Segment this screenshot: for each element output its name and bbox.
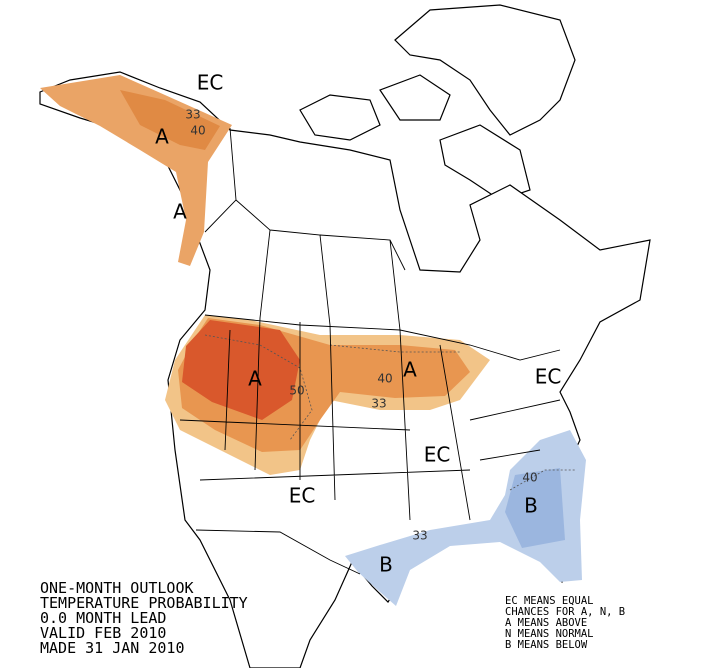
title-line: 0.0 MONTH LEAD xyxy=(40,609,166,627)
key-line: N MEANS NORMAL xyxy=(505,628,594,640)
baffin-island xyxy=(439,124,531,201)
contour-label: 40 xyxy=(377,372,392,386)
region-label: A xyxy=(403,358,417,382)
title-line: MADE 31 JAN 2010 xyxy=(40,639,185,657)
title-block: ONE-MONTH OUTLOOK TEMPERATURE PROBABILIT… xyxy=(40,579,248,657)
arctic-island xyxy=(379,74,451,121)
title-line: VALID FEB 2010 xyxy=(40,624,166,642)
region-label: B xyxy=(379,553,393,577)
contour-line xyxy=(509,469,575,491)
key-line: EC MEANS EQUAL xyxy=(505,595,594,607)
contour-line xyxy=(204,334,313,441)
region-label: EC xyxy=(424,443,451,467)
contour-label: 50 xyxy=(289,384,304,398)
us-mexico-border xyxy=(195,529,361,575)
region-label: A xyxy=(173,200,187,224)
title-line: ONE-MONTH OUTLOOK xyxy=(40,579,194,597)
contour-label: 33 xyxy=(412,529,427,543)
contour-label: 40 xyxy=(190,124,205,138)
contour-label: 33 xyxy=(185,108,200,122)
state-border xyxy=(179,317,561,521)
key-line: B MEANS BELOW xyxy=(505,639,588,651)
key: EC MEANS EQUAL CHANCES FOR A, N, B A MEA… xyxy=(505,595,625,651)
region-label: A xyxy=(248,367,262,391)
region-label: EC xyxy=(535,365,562,389)
key-line: A MEANS ABOVE xyxy=(505,617,587,629)
region-label: EC xyxy=(197,71,224,95)
key-line: CHANCES FOR A, N, B xyxy=(505,606,625,618)
title-line: TEMPERATURE PROBABILITY xyxy=(40,594,248,612)
above-region xyxy=(182,320,300,420)
contour-label: 33 xyxy=(371,397,386,411)
region-label: A xyxy=(155,125,169,149)
below-region xyxy=(505,468,565,548)
province-border xyxy=(235,199,406,331)
above-region xyxy=(120,90,220,150)
region-label: EC xyxy=(289,484,316,508)
us-canada-border xyxy=(204,314,561,361)
contour-label: 40 xyxy=(522,471,537,485)
greenland xyxy=(394,4,576,136)
arctic-island xyxy=(299,94,381,141)
region-label: B xyxy=(524,494,538,518)
